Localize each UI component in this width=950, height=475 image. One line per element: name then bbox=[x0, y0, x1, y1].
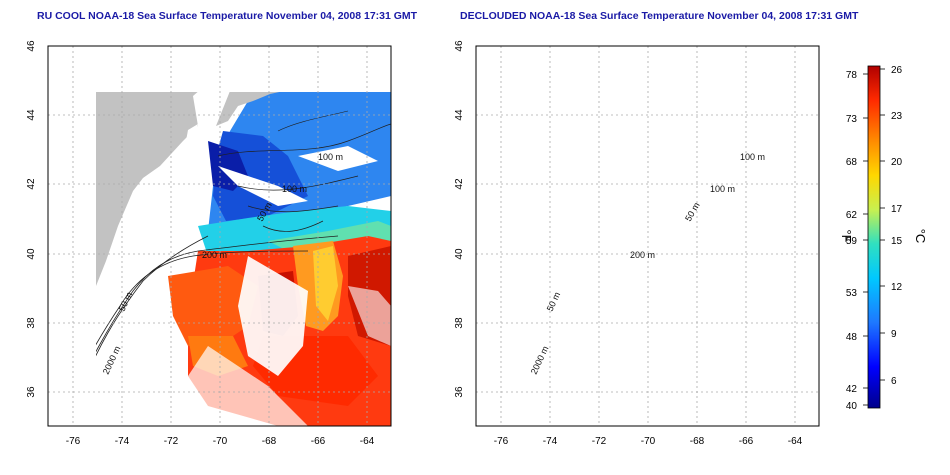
right-y-tick: 36 bbox=[454, 386, 465, 398]
fahrenheit-tick: 40 bbox=[846, 401, 858, 412]
celsius-tick: 15 bbox=[891, 236, 903, 247]
right-y-ticks: 46 44 42 40 38 36 bbox=[454, 40, 465, 398]
contour-label: 100 m bbox=[318, 152, 343, 162]
left-y-tick: 42 bbox=[26, 178, 37, 190]
fahrenheit-tick: 59 bbox=[846, 236, 858, 247]
fahrenheit-tick: 48 bbox=[846, 332, 858, 343]
right-y-tick: 46 bbox=[454, 40, 465, 52]
left-x-ticks: -76 -74 -72 -70 -68 -66 -64 bbox=[66, 436, 375, 447]
left-x-tick: -68 bbox=[262, 436, 277, 447]
left-y-tick: 40 bbox=[26, 248, 37, 260]
colorbar bbox=[867, 65, 881, 409]
fahrenheit-tick: 42 bbox=[846, 384, 858, 395]
right-map-frame bbox=[475, 45, 820, 427]
fahrenheit-tick: 73 bbox=[846, 114, 858, 125]
left-map-panel bbox=[47, 45, 392, 427]
celsius-tick-labels: 26 23 20 17 15 12 9 6 bbox=[891, 65, 903, 387]
fahrenheit-axis-label: °F bbox=[839, 229, 854, 242]
right-map-panel bbox=[475, 45, 820, 427]
celsius-tick: 26 bbox=[891, 65, 903, 76]
left-x-tick: -70 bbox=[213, 436, 228, 447]
celsius-tick: 23 bbox=[891, 111, 903, 122]
celsius-tick: 6 bbox=[891, 376, 897, 387]
right-y-tick: 42 bbox=[454, 178, 465, 190]
right-x-tick: -74 bbox=[543, 436, 558, 447]
left-x-tick: -66 bbox=[311, 436, 326, 447]
right-y-tick: 38 bbox=[454, 317, 465, 329]
colorbar-ticks bbox=[863, 68, 885, 406]
right-x-tick: -72 bbox=[592, 436, 607, 447]
fahrenheit-tick: 68 bbox=[846, 157, 858, 168]
right-y-tick: 40 bbox=[454, 248, 465, 260]
left-panel-title: RU COOL NOAA-18 Sea Surface Temperature … bbox=[37, 10, 418, 22]
right-x-tick: -66 bbox=[739, 436, 754, 447]
left-x-tick: -64 bbox=[360, 436, 375, 447]
fahrenheit-tick-labels: 78 73 68 62 59 53 48 42 40 bbox=[846, 70, 858, 412]
right-x-tick: -64 bbox=[788, 436, 803, 447]
left-gridlines bbox=[48, 46, 391, 426]
right-x-ticks: -76 -74 -72 -70 -68 -66 -64 bbox=[494, 436, 803, 447]
right-panel-title: DECLOUDED NOAA-18 Sea Surface Temperatur… bbox=[460, 10, 859, 22]
fahrenheit-tick: 62 bbox=[846, 210, 858, 221]
left-y-tick: 36 bbox=[26, 386, 37, 398]
fahrenheit-tick: 53 bbox=[846, 288, 858, 299]
left-map-frame bbox=[47, 45, 392, 427]
contour-label: 100 m bbox=[710, 184, 735, 194]
celsius-axis-label: °C bbox=[913, 229, 928, 244]
left-y-tick: 38 bbox=[26, 317, 37, 329]
right-x-tick: -68 bbox=[690, 436, 705, 447]
fahrenheit-tick: 78 bbox=[846, 70, 858, 81]
celsius-tick: 17 bbox=[891, 204, 903, 215]
left-x-tick: -72 bbox=[164, 436, 179, 447]
contour-label: 200 m bbox=[202, 250, 227, 260]
left-y-tick: 44 bbox=[26, 109, 37, 121]
right-gridlines bbox=[476, 46, 819, 426]
celsius-tick: 9 bbox=[891, 329, 897, 340]
left-y-tick: 46 bbox=[26, 40, 37, 52]
celsius-tick: 20 bbox=[891, 157, 903, 168]
right-x-tick: -70 bbox=[641, 436, 656, 447]
left-x-tick: -76 bbox=[66, 436, 81, 447]
right-x-tick: -76 bbox=[494, 436, 509, 447]
left-x-tick: -74 bbox=[115, 436, 130, 447]
celsius-tick: 12 bbox=[891, 282, 903, 293]
right-y-tick: 44 bbox=[454, 109, 465, 121]
contour-label: 200 m bbox=[630, 250, 655, 260]
left-y-ticks: 46 44 42 40 38 36 bbox=[26, 40, 37, 398]
contour-label: 100 m bbox=[740, 152, 765, 162]
contour-label: 100 m bbox=[282, 184, 307, 194]
